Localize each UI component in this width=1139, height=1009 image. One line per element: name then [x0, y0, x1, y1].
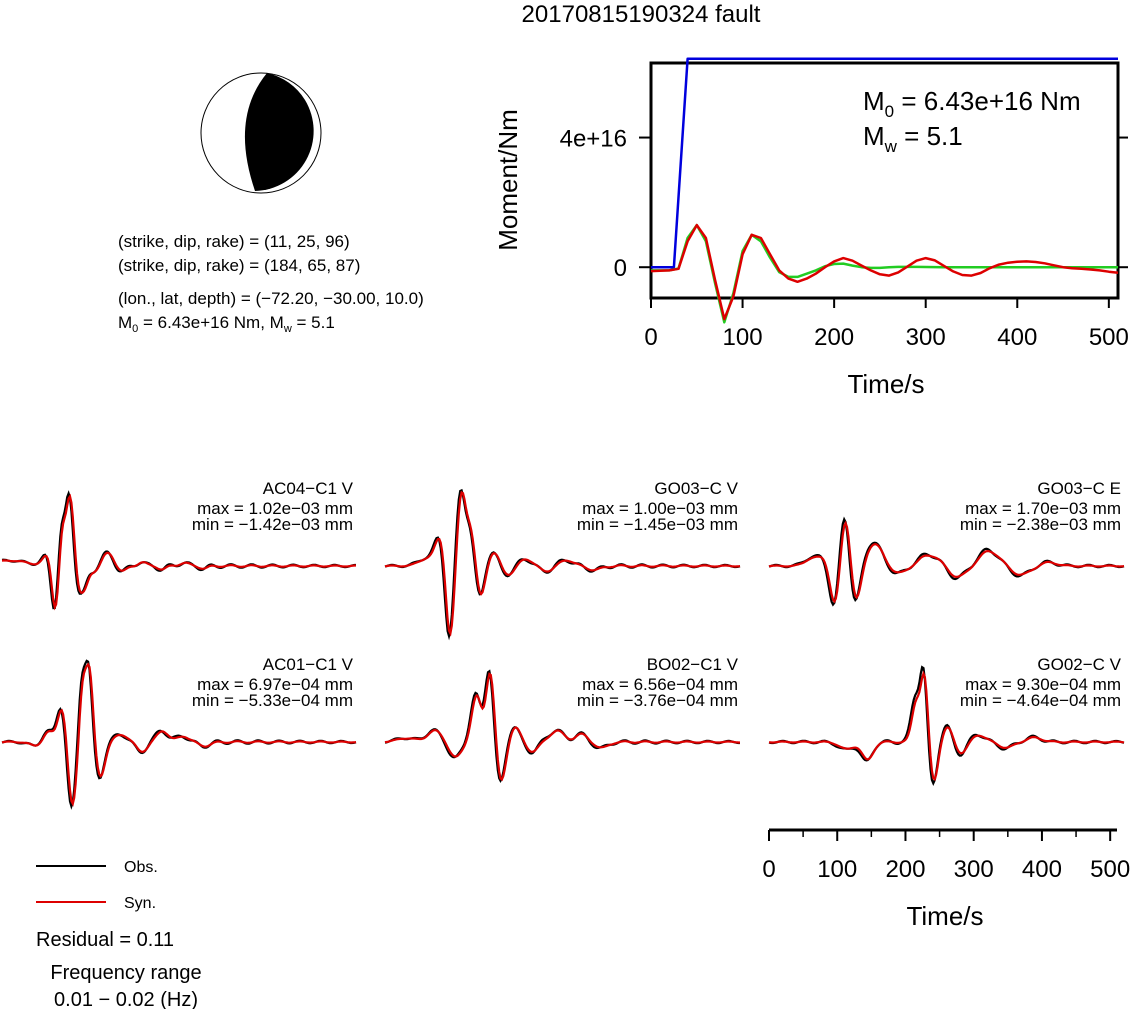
moment-summary-text: M0 = 6.43e+16 Nm, Mw = 5.1	[118, 313, 335, 335]
moment-series-line-2	[650, 223, 1119, 321]
legend-syn-label: Syn.	[124, 895, 156, 912]
waveform-x-tick-label: 0	[762, 856, 775, 883]
station-max: max = 1.00e−03 mm	[582, 499, 738, 518]
figure-title: 20170815190324 fault	[522, 1, 761, 28]
moment-annotation-mw: Mw = 5.1	[863, 121, 963, 156]
moment-annotation-m0: M0 = 6.43e+16 Nm	[863, 86, 1081, 121]
location-text: (lon., lat, depth) = (−72.20, −30.00, 10…	[118, 289, 424, 308]
station-name: GO02−C V	[1037, 655, 1121, 674]
moment-plot-frame	[649, 61, 1120, 300]
synthetic-waveform	[1, 662, 357, 807]
synthetic-waveform	[768, 670, 1125, 782]
legend: Obs. Syn.	[36, 859, 158, 912]
station-max: max = 1.70e−03 mm	[965, 499, 1121, 518]
moment-x-tick-label: 0	[644, 324, 657, 351]
moment-y-tick-label: 4e+16	[560, 126, 627, 153]
synthetic-waveform	[768, 520, 1125, 604]
station-max: max = 6.56e−04 mm	[582, 675, 738, 694]
waveform-x-tick-label: 200	[885, 856, 925, 883]
station-name: GO03−C E	[1037, 479, 1121, 498]
synthetic-waveform	[1, 493, 356, 611]
station-min: min = −4.64e−04 mm	[960, 691, 1121, 710]
station-name: BO02−C1 V	[647, 655, 739, 674]
station-name: GO03−C V	[654, 479, 738, 498]
moment-series-line-0	[651, 57, 1118, 269]
waveform-x-tick-label: 100	[817, 856, 857, 883]
frequency-range-value: 0.01 − 0.02 (Hz)	[54, 989, 198, 1009]
station-min: min = −3.76e−04 mm	[577, 691, 738, 710]
station-max: max = 6.97e−04 mm	[197, 675, 353, 694]
synthetic-waveform	[384, 672, 740, 782]
station-max: max = 1.02e−03 mm	[197, 499, 353, 518]
moment-y-axis-label: Moment/Nm	[493, 109, 523, 251]
moment-x-tick-label: 100	[723, 324, 763, 351]
station-max: max = 9.30e−04 mm	[965, 675, 1121, 694]
station-name: AC01−C1 V	[263, 655, 354, 674]
nodal-plane-1-text: (strike, dip, rake) = (11, 25, 96)	[118, 232, 350, 251]
waveform-x-tick-label: 400	[1022, 856, 1062, 883]
beachball-compressional-quadrant	[244, 73, 314, 191]
moment-y-tick-label: 0	[614, 255, 627, 282]
moment-x-tick-label: 400	[997, 324, 1037, 351]
waveform-x-axis-label: Time/s	[906, 901, 983, 931]
synthetic-waveform	[384, 490, 741, 637]
waveform-x-tick-label: 300	[954, 856, 994, 883]
station-min: min = −2.38e−03 mm	[960, 515, 1121, 534]
station-min: min = −5.33e−04 mm	[192, 691, 353, 710]
moment-x-axis-label: Time/s	[847, 369, 924, 399]
moment-x-tick-label: 300	[906, 324, 946, 351]
residual-text: Residual = 0.11	[36, 929, 174, 951]
station-name: AC04−C1 V	[263, 479, 354, 498]
waveform-x-tick-label: 500	[1090, 856, 1130, 883]
station-min: min = −1.45e−03 mm	[577, 515, 738, 534]
nodal-plane-2-text: (strike, dip, rake) = (184, 65, 87)	[118, 256, 360, 275]
focal-mechanism-beachball	[200, 72, 322, 194]
frequency-range-title: Frequency range	[50, 962, 201, 984]
station-min: min = −1.42e−03 mm	[192, 515, 353, 534]
legend-obs-label: Obs.	[124, 859, 158, 876]
moment-x-tick-label: 200	[814, 324, 854, 351]
moment-x-tick-label: 500	[1089, 324, 1129, 351]
waveform-time-axis: Time/s 0 100 200 300 400 500	[762, 828, 1130, 931]
